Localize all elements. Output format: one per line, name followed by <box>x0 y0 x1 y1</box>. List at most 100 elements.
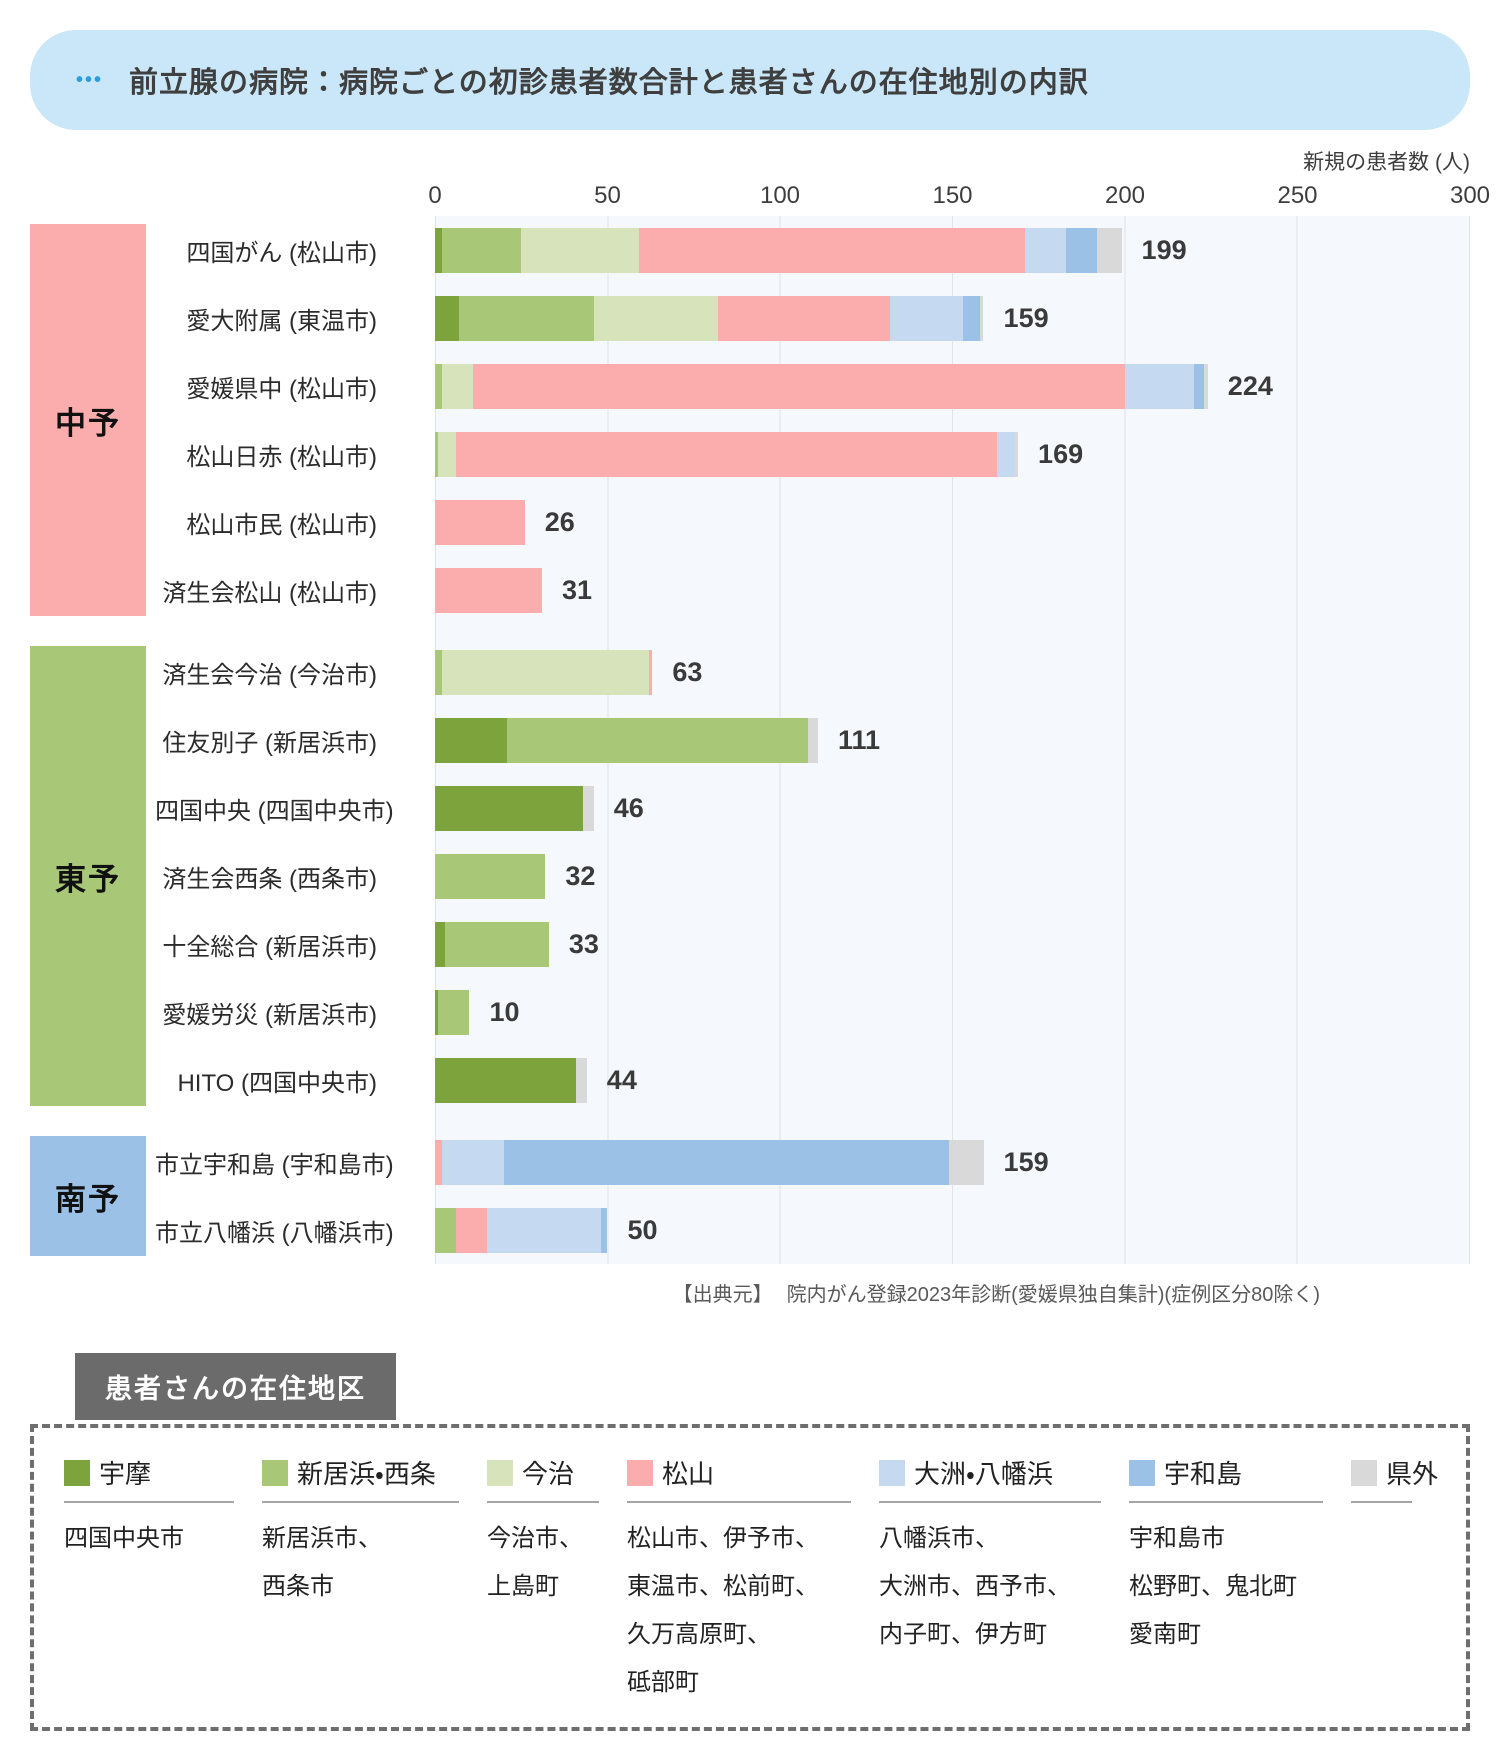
bar-segment-宇和島 <box>1066 227 1098 273</box>
bar-segment-大洲・八幡浜 <box>441 1139 504 1185</box>
chart-body: 中予 四国がん (松山市) 199 愛大附属 (東温市) 159 愛媛県中 (松山市) 22… <box>30 216 1470 1264</box>
hospital-row: 愛媛県中 (松山市) 224 <box>155 352 1470 420</box>
hospital-label: 住友別子 (新居浜市) <box>162 729 377 757</box>
bar-segment-宇和島 <box>600 1207 608 1253</box>
total-label: 46 <box>613 792 644 823</box>
stacked-bar <box>435 717 818 763</box>
total-label: 31 <box>561 574 592 605</box>
legend-item-areas: 新居浜市、 西条市 <box>262 1525 382 1600</box>
legend-item: 県外 <box>1351 1454 1440 1503</box>
region-group: 東予 済生会今治 (今治市) 63 住友別子 (新居浜市) 111 四国中央 (四国中央市… <box>30 638 1470 1114</box>
legend-item-areas: 八幡浜市、 大洲市、西予市、 内子町、伊方町 <box>879 1525 1071 1648</box>
hospital-label: 愛媛県中 (松山市) <box>186 375 377 403</box>
stacked-bar <box>435 227 1122 273</box>
bar-track: 31 <box>435 567 1470 613</box>
total-label: 224 <box>1227 370 1273 401</box>
stacked-bar <box>435 1139 984 1185</box>
legend-color-chip <box>879 1459 905 1486</box>
source-text: 院内がん登録2023年診断(愛媛県独自集計)(症例区分80除く) <box>786 1284 1320 1306</box>
bar-segment-松山 <box>435 1139 442 1185</box>
region-label: 南予 <box>30 1136 146 1256</box>
bar-segment-松山 <box>638 227 1025 273</box>
bar-segment-新居浜・西条 <box>435 1207 456 1253</box>
bar-segment-大洲・八幡浜 <box>997 431 1015 477</box>
bar-segment-新居浜・西条 <box>441 227 522 273</box>
stacked-bar <box>435 853 546 899</box>
stacked-bar <box>435 785 594 831</box>
region-label: 東予 <box>30 646 146 1106</box>
bar-segment-今治 <box>438 431 456 477</box>
total-label: 44 <box>606 1064 637 1095</box>
bar-segment-宇和島 <box>1193 363 1205 409</box>
bar-segment-県外 <box>1204 363 1208 409</box>
bar-segment-今治 <box>521 227 639 273</box>
legend-item-header: 宇摩 <box>64 1454 234 1503</box>
bar-track: 26 <box>435 499 1470 545</box>
total-label: 159 <box>1003 302 1049 333</box>
legend-item-areas: 四国中央市 <box>64 1525 184 1552</box>
dots-icon: ••• <box>76 68 104 91</box>
page-title: 前立腺の病院：病院ごとの初診患者数合計と患者さんの在住地別の内訳 <box>129 67 1089 99</box>
bar-segment-今治 <box>441 363 473 409</box>
bar-segment-今治 <box>441 649 649 695</box>
stacked-bar <box>435 431 1018 477</box>
bar-segment-大洲・八幡浜 <box>1124 363 1194 409</box>
hospital-label: 市立宇和島 (宇和島市) <box>155 1151 394 1179</box>
legend-color-chip <box>1351 1459 1377 1486</box>
legend-item: 宇和島 宇和島市 松野町、鬼北町 愛南町 <box>1129 1454 1351 1659</box>
hospital-row: 四国中央 (四国中央市) 46 <box>155 774 1470 842</box>
legend-item: 今治 今治市、 上島町 <box>487 1454 627 1611</box>
x-tick: 50 <box>594 182 621 209</box>
x-tick: 250 <box>1277 182 1318 209</box>
bar-segment-松山 <box>648 649 653 695</box>
bar-track: 159 <box>435 1139 1470 1185</box>
x-tick: 150 <box>932 182 973 209</box>
region-label: 中予 <box>30 224 146 616</box>
bar-segment-新居浜・西条 <box>459 295 594 341</box>
bar-track: 63 <box>435 649 1470 695</box>
hospital-row: 済生会西条 (西条市) 32 <box>155 842 1470 910</box>
legend-item-header: 松山 <box>627 1454 851 1503</box>
total-label: 50 <box>627 1214 658 1245</box>
legend-color-chip <box>487 1459 513 1486</box>
x-tick: 300 <box>1449 182 1491 209</box>
bar-track: 159 <box>435 295 1470 341</box>
legend-item-name: 新居浜・西条 <box>297 1459 436 1489</box>
hospital-row: 済生会松山 (松山市) 31 <box>155 556 1470 624</box>
legend-title: 患者さんの在住地区 <box>75 1353 396 1420</box>
legend-item-header: 大洲・八幡浜 <box>879 1454 1101 1503</box>
hospital-label: 愛媛労災 (新居浜市) <box>162 1001 377 1029</box>
hospital-label: 市立八幡浜 (八幡浜市) <box>155 1219 394 1247</box>
x-tick: 100 <box>759 182 801 209</box>
chart-groups: 中予 四国がん (松山市) 199 愛大附属 (東温市) 159 愛媛県中 (松山市) 22… <box>30 216 1470 1264</box>
total-label: 63 <box>672 656 703 687</box>
bar-track: 199 <box>435 227 1470 273</box>
bar-segment-松山 <box>455 431 998 477</box>
bar-segment-松山 <box>717 295 891 341</box>
bar-segment-大洲・八幡浜 <box>486 1207 601 1253</box>
chart: 0 50 100 150 200 250 300 中予 四国がん (松山市) 199 愛大附属 (… <box>30 182 1490 1264</box>
stacked-bar <box>435 1207 608 1253</box>
bar-segment-県外 <box>576 1057 587 1103</box>
region-cell: 南予 <box>30 1128 155 1264</box>
total-label: 169 <box>1038 438 1084 469</box>
total-label: 111 <box>837 724 881 755</box>
total-label: 10 <box>489 996 520 1027</box>
stacked-bar <box>435 989 470 1035</box>
bar-segment-宇摩 <box>435 717 508 763</box>
legend-item-name: 宇摩 <box>99 1459 152 1489</box>
hospital-row: 済生会今治 (今治市) 63 <box>155 638 1470 706</box>
bar-segment-新居浜・西条 <box>445 921 549 967</box>
stacked-bar <box>435 295 984 341</box>
hospital-label: 四国がん (松山市) <box>186 239 377 267</box>
region-cell: 東予 <box>30 638 155 1114</box>
bar-segment-松山 <box>435 499 525 545</box>
x-tick: 200 <box>1104 182 1146 209</box>
hospital-label: 十全総合 (新居浜市) <box>162 933 377 961</box>
bar-segment-宇摩 <box>435 1057 577 1103</box>
stacked-bar <box>435 1057 587 1103</box>
bar-segment-宇摩 <box>435 989 439 1035</box>
bar-track: 111 <box>435 717 1470 763</box>
legend-item-name: 今治 <box>522 1459 575 1489</box>
bar-segment-新居浜・西条 <box>438 989 470 1035</box>
